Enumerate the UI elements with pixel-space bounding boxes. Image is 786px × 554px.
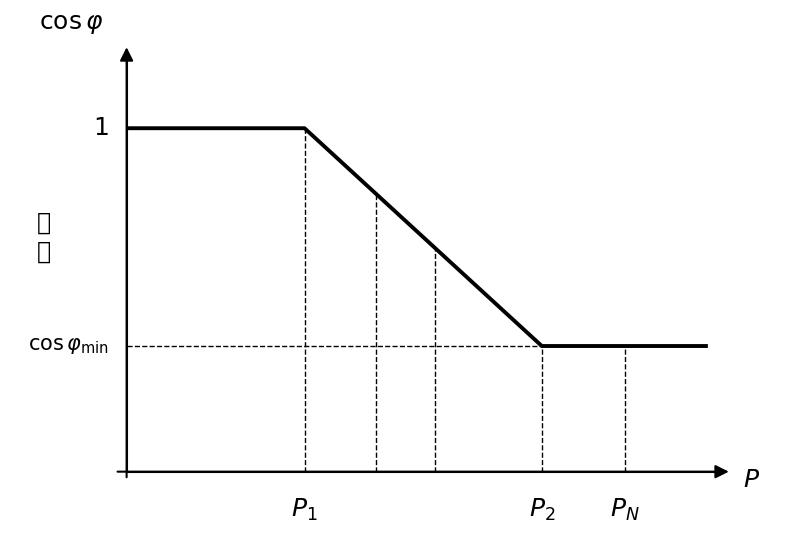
Text: $P_1$: $P_1$ (292, 497, 318, 523)
Text: $1$: $1$ (94, 116, 108, 140)
Text: $P_2$: $P_2$ (528, 497, 555, 523)
Text: $\mathrm{cos}\,\varphi$: $\mathrm{cos}\,\varphi$ (39, 12, 103, 36)
Text: $\mathrm{cos}\,\varphi_{\mathrm{min}}$: $\mathrm{cos}\,\varphi_{\mathrm{min}}$ (28, 336, 108, 356)
Text: $P_N$: $P_N$ (610, 497, 640, 523)
Text: $P$: $P$ (744, 468, 761, 492)
Text: 超
前: 超 前 (36, 211, 50, 264)
